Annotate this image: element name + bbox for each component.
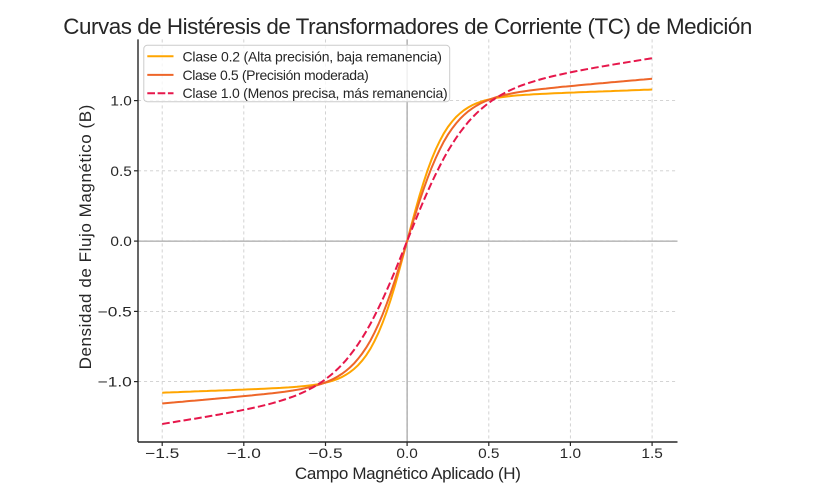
svg-text:0.5: 0.5 <box>478 445 500 461</box>
svg-text:−1.5: −1.5 <box>145 445 179 461</box>
svg-text:1.0: 1.0 <box>560 445 582 461</box>
svg-text:−1.0: −1.0 <box>98 374 132 390</box>
svg-text:−1.0: −1.0 <box>227 445 261 461</box>
svg-text:Clase 1.0 (Menos precisa, más: Clase 1.0 (Menos precisa, más remanencia… <box>183 85 448 101</box>
svg-text:−0.5: −0.5 <box>98 303 132 319</box>
svg-text:Campo Magnético Aplicado (H): Campo Magnético Aplicado (H) <box>295 464 521 483</box>
svg-text:0.0: 0.0 <box>110 233 132 249</box>
svg-text:0.0: 0.0 <box>396 445 418 461</box>
svg-text:Clase 0.5 (Precisión moderada): Clase 0.5 (Precisión moderada) <box>183 67 369 83</box>
svg-text:Curvas de Histéresis de Transf: Curvas de Histéresis de Transformadores … <box>63 14 752 39</box>
svg-text:−0.5: −0.5 <box>308 445 342 461</box>
svg-text:Densidad de Flujo Magnético (B: Densidad de Flujo Magnético (B) <box>76 105 95 370</box>
svg-text:1.0: 1.0 <box>110 93 132 109</box>
svg-text:0.5: 0.5 <box>110 163 132 179</box>
svg-text:1.5: 1.5 <box>641 445 663 461</box>
svg-text:Clase 0.2 (Alta precisión, baj: Clase 0.2 (Alta precisión, baja remanenc… <box>183 48 442 64</box>
